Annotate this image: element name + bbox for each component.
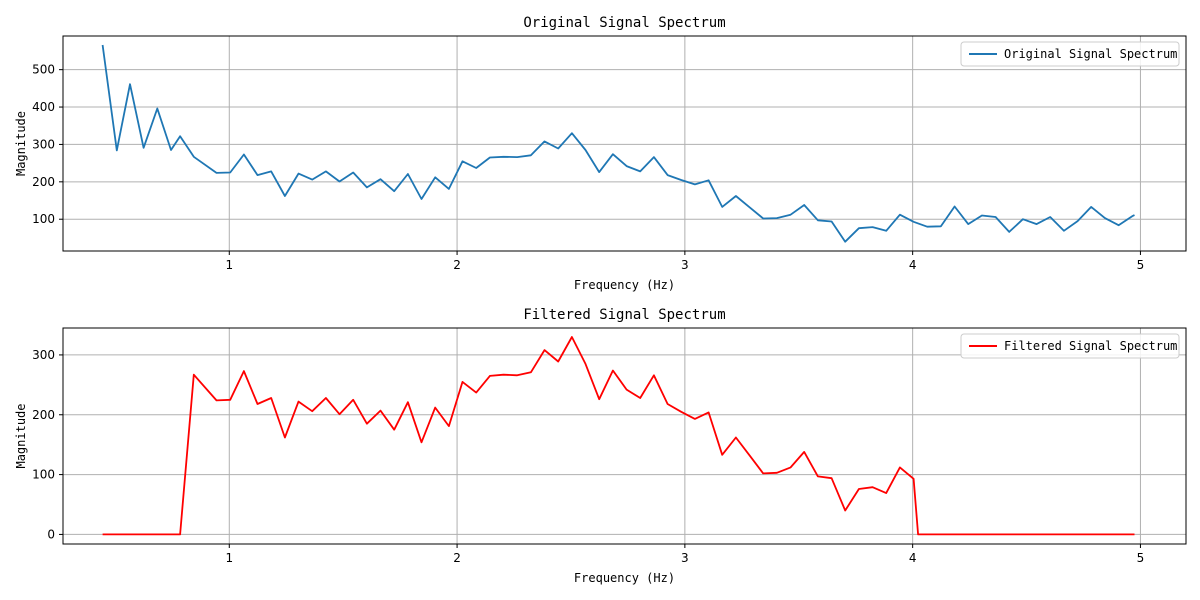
x-tick-label: 5 <box>1137 551 1145 565</box>
y-axis-label: Magnitude <box>14 403 28 468</box>
legend-box <box>960 333 1180 359</box>
legend-entry-label: Filtered Signal Spectrum <box>1004 339 1177 353</box>
x-axis-label: Frequency (Hz) <box>574 571 675 585</box>
x-tick-label: 3 <box>681 258 689 272</box>
y-tick-label: 100 <box>32 212 55 226</box>
y-tick-label: 200 <box>32 408 55 422</box>
plot-frame <box>62 327 1187 545</box>
filtered-signal-chart: 1 2 3 4 5 0 100 200 300 Filtered Signal Spectrum F… <box>14 307 1187 585</box>
y-tick-label: 300 <box>32 348 55 362</box>
y-tick-label: 300 <box>32 137 55 151</box>
y-tick-label: 0 <box>47 527 55 541</box>
legend-entry-label: Original Signal Spectrum <box>1004 47 1177 61</box>
chart-title: Original Signal Spectrum <box>523 15 725 31</box>
x-tick-label: 4 <box>909 551 917 565</box>
legend: Original Signal Spectrum <box>960 41 1180 67</box>
y-tick-label: 400 <box>32 100 55 114</box>
y-tick-label: 200 <box>32 175 55 189</box>
y-tick-label: 100 <box>32 468 55 482</box>
x-tick-label: 5 <box>1137 258 1145 272</box>
chart-title: Filtered Signal Spectrum <box>523 307 725 323</box>
x-tick-label: 2 <box>453 258 461 272</box>
x-axis-label: Frequency (Hz) <box>574 278 675 292</box>
original-signal-chart: 1 2 3 4 5 100 200 300 400 500 Original Signal Spec… <box>14 15 1187 292</box>
x-tick-label: 3 <box>681 551 689 565</box>
y-tick-label: 500 <box>32 63 55 77</box>
x-tick-label: 4 <box>909 258 917 272</box>
legend: Filtered Signal Spectrum <box>960 333 1180 359</box>
x-tick-label: 2 <box>453 551 461 565</box>
legend-box <box>960 41 1180 67</box>
plot-frame <box>62 35 1187 252</box>
x-tick-label: 1 <box>225 258 233 272</box>
series-line-original <box>101 44 1135 243</box>
y-axis-label: Magnitude <box>14 111 28 176</box>
x-tick-label: 1 <box>225 551 233 565</box>
series-line-filtered <box>102 336 1135 536</box>
